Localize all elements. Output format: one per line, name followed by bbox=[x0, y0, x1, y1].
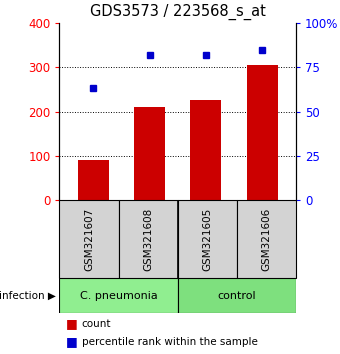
Text: GSM321607: GSM321607 bbox=[84, 207, 94, 270]
Bar bbox=[177, 200, 237, 278]
Text: ■: ■ bbox=[66, 335, 78, 348]
Bar bbox=[246, 65, 277, 200]
Text: GSM321608: GSM321608 bbox=[143, 207, 153, 270]
Bar bbox=[134, 107, 165, 200]
Text: ■: ■ bbox=[66, 318, 78, 330]
Title: GDS3573 / 223568_s_at: GDS3573 / 223568_s_at bbox=[90, 4, 266, 20]
Bar bbox=[59, 278, 177, 313]
Bar bbox=[177, 278, 296, 313]
Bar bbox=[59, 200, 119, 278]
Text: count: count bbox=[82, 319, 111, 329]
Text: C. pneumonia: C. pneumonia bbox=[80, 291, 157, 301]
Text: GSM321606: GSM321606 bbox=[261, 207, 271, 270]
Text: infection ▶: infection ▶ bbox=[0, 291, 56, 301]
Text: control: control bbox=[217, 291, 256, 301]
Bar bbox=[78, 160, 109, 200]
Bar bbox=[190, 101, 221, 200]
Bar bbox=[119, 200, 177, 278]
Text: GSM321605: GSM321605 bbox=[202, 207, 212, 270]
Bar bbox=[237, 200, 296, 278]
Text: percentile rank within the sample: percentile rank within the sample bbox=[82, 337, 257, 347]
